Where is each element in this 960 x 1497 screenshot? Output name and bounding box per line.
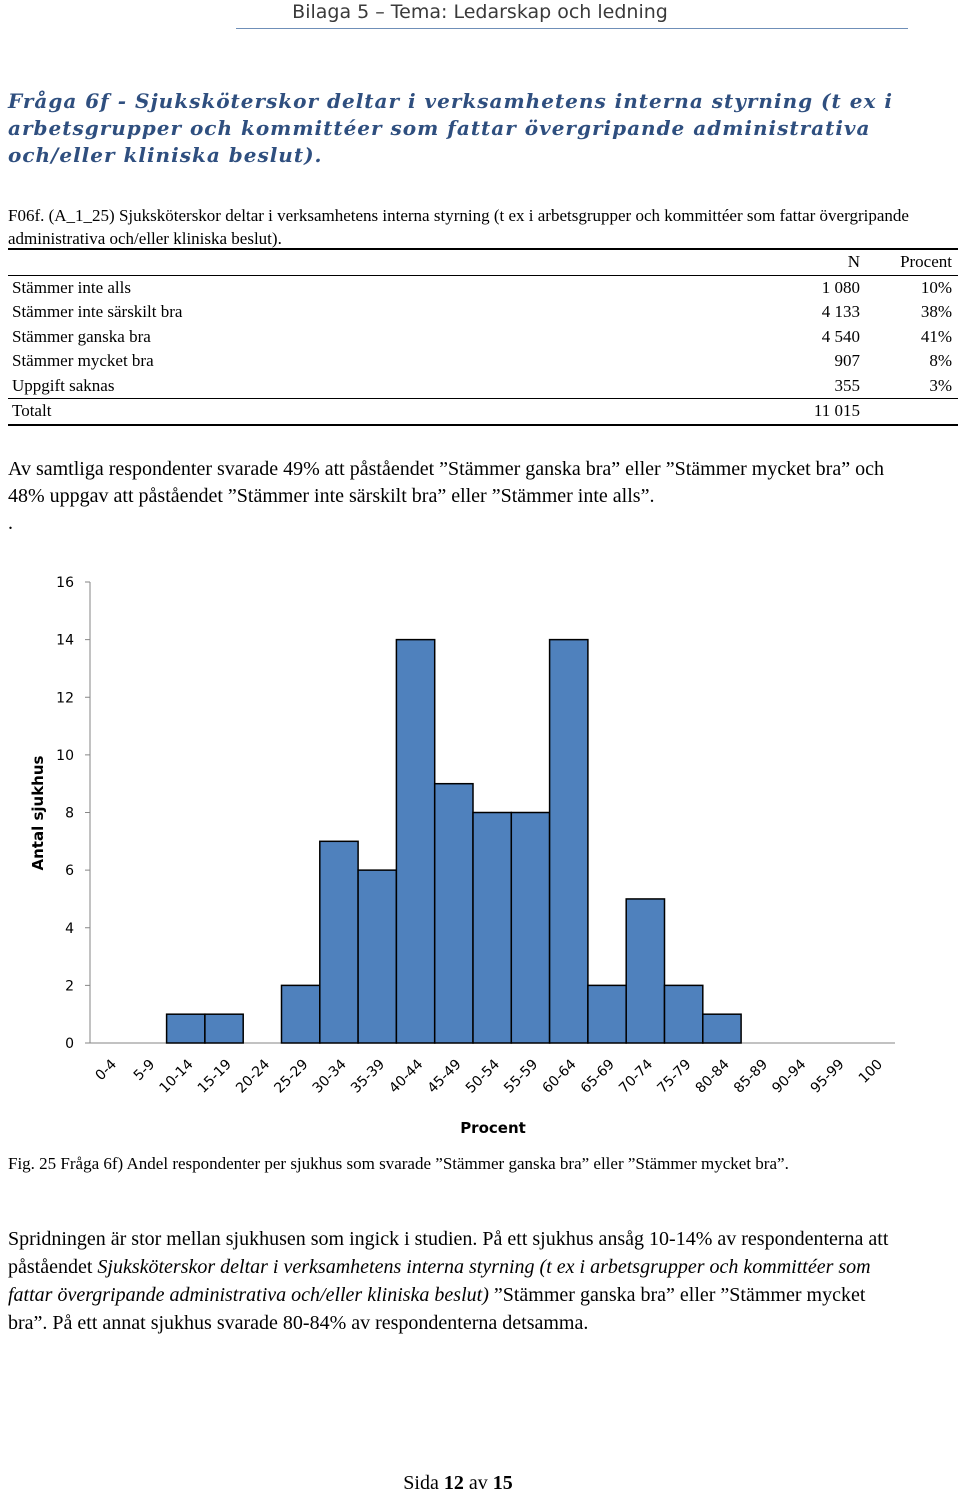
histogram-bar: [395, 638, 436, 1044]
footer-mid: av: [463, 1472, 493, 1494]
row-label: Stämmer inte särskilt bra: [12, 302, 183, 322]
summary-text: Av samtliga respondenter svarade 49% att…: [8, 456, 908, 537]
x-tick-label: 40-44: [386, 1056, 426, 1096]
x-tick-label: 10-14: [156, 1056, 196, 1096]
histogram-bar: [280, 984, 321, 1044]
histogram-bar: [319, 840, 359, 1044]
page-header: Bilaga 5 – Tema: Ledarskap och ledning: [0, 0, 960, 30]
x-tick-label: 75-79: [654, 1057, 694, 1097]
y-tick-label: 14: [56, 633, 74, 649]
x-tick-label: 5-9: [131, 1057, 158, 1084]
table-row: Uppgift saknas 355 3%: [8, 374, 958, 399]
total-n: 11 015: [618, 398, 866, 426]
x-tick-label: 0-4: [92, 1056, 120, 1084]
row-percent: 8%: [929, 351, 952, 371]
histogram-bar: [702, 1013, 742, 1044]
table-header-row: N Procent: [8, 248, 958, 276]
row-n: 1 080: [821, 277, 860, 297]
x-tick-label: 20-24: [233, 1056, 273, 1096]
x-tick-label: 90-94: [769, 1056, 809, 1096]
results-table: N Procent Stämmer inte alls 1 080 10% St…: [8, 248, 958, 426]
histogram-bar: [548, 638, 589, 1044]
summary-sentence: Av samtliga respondenter svarade 49% att…: [8, 458, 884, 507]
histogram-bar: [204, 1013, 244, 1044]
y-tick-label: 6: [65, 863, 74, 879]
table-row: Stämmer inte alls 1 080 10%: [8, 275, 958, 300]
table-row: Stämmer ganska bra 4 540 41%: [8, 325, 958, 350]
histogram-bar: [472, 811, 513, 1044]
paragraph-part1: Spridningen är stor mellan sjukhusen som…: [8, 1228, 889, 1278]
x-tick-label: 45-49: [425, 1057, 465, 1097]
paragraph-part2: ”Stämmer ganska bra” eller ”Stämmer myck…: [8, 1284, 866, 1334]
histogram-bar: [510, 811, 551, 1044]
x-tick-label: 60-64: [539, 1056, 579, 1096]
footer-total-pages: 15: [492, 1472, 513, 1494]
row-label: Uppgift saknas: [12, 375, 115, 395]
row-percent: 3%: [929, 375, 952, 395]
item-text: F06f. (A_1_25) Sjuksköterskor deltar i v…: [8, 206, 909, 248]
x-tick-label: 25-29: [271, 1057, 311, 1097]
header-title: Bilaga 5 – Tema: Ledarskap och ledning: [292, 1, 668, 23]
x-tick-label: 65-69: [578, 1057, 618, 1097]
y-tick-label: 16: [56, 575, 74, 591]
histogram-bar: [357, 869, 398, 1044]
y-tick-label: 10: [56, 748, 74, 764]
table-row: Stämmer mycket bra 907 8%: [8, 349, 958, 374]
row-n: 355: [834, 375, 861, 395]
row-n: 907: [834, 351, 861, 371]
header-rule: [236, 28, 908, 29]
x-axis-title: Procent: [460, 1119, 526, 1137]
histogram-bar: [433, 782, 474, 1044]
histogram-bar: [663, 984, 704, 1044]
y-tick-label: 0: [65, 1036, 74, 1052]
question-heading: Fråga 6f - Sjuksköterskor deltar i verks…: [8, 89, 893, 167]
body-paragraph: Spridningen är stor mellan sjukhusen som…: [8, 1225, 903, 1337]
figure-caption: Fig. 25 Fråga 6f) Andel respondenter per…: [8, 1154, 789, 1173]
row-n: 4 540: [821, 326, 860, 346]
x-tick-label: 15-19: [195, 1057, 235, 1097]
x-tick-label: 100: [856, 1057, 886, 1087]
total-label: Totalt: [8, 398, 618, 426]
paragraph-italic: Sjuksköterskor deltar i verksamhetens in…: [8, 1256, 871, 1306]
x-tick-label: 55-59: [501, 1057, 541, 1097]
x-tick-label: 35-39: [348, 1057, 388, 1097]
x-tick-label: 70-74: [616, 1056, 656, 1096]
y-tick-label: 4: [65, 921, 74, 937]
histogram-bar: [165, 1013, 206, 1044]
table-header-n: N: [618, 248, 866, 276]
table-row: Stämmer inte särskilt bra 4 133 38%: [8, 300, 958, 325]
y-tick-label: 2: [65, 978, 74, 994]
total-percent: [866, 398, 958, 426]
x-tick-label: 80-84: [693, 1056, 733, 1096]
footer-page-number: 12: [443, 1472, 464, 1494]
y-tick-label: 8: [65, 806, 74, 822]
row-label: Stämmer inte alls: [12, 277, 131, 297]
row-percent: 10%: [920, 277, 952, 297]
row-percent: 41%: [920, 326, 952, 346]
page-footer: Sida 12 av 15: [0, 1472, 916, 1495]
footer-prefix: Sida: [403, 1472, 444, 1494]
row-label: Stämmer mycket bra: [12, 351, 154, 371]
row-label: Stämmer ganska bra: [12, 326, 151, 346]
x-tick-label: 50-54: [463, 1056, 503, 1096]
histogram-bar: [625, 898, 666, 1044]
row-n: 4 133: [821, 302, 860, 322]
histogram-bar: [587, 984, 627, 1044]
x-tick-label: 85-89: [731, 1057, 771, 1097]
y-tick-label: 12: [56, 690, 74, 706]
x-tick-label: 30-34: [310, 1056, 350, 1096]
y-axis-title: Antal sjukhus: [29, 755, 47, 870]
table-total-row: Totalt 11 015: [8, 398, 958, 426]
table-header-percent: Procent: [866, 248, 958, 276]
summary-stray-dot: .: [8, 512, 13, 534]
table-header-label: [8, 248, 618, 276]
x-tick-label: 95-99: [808, 1057, 848, 1097]
row-percent: 38%: [920, 302, 952, 322]
